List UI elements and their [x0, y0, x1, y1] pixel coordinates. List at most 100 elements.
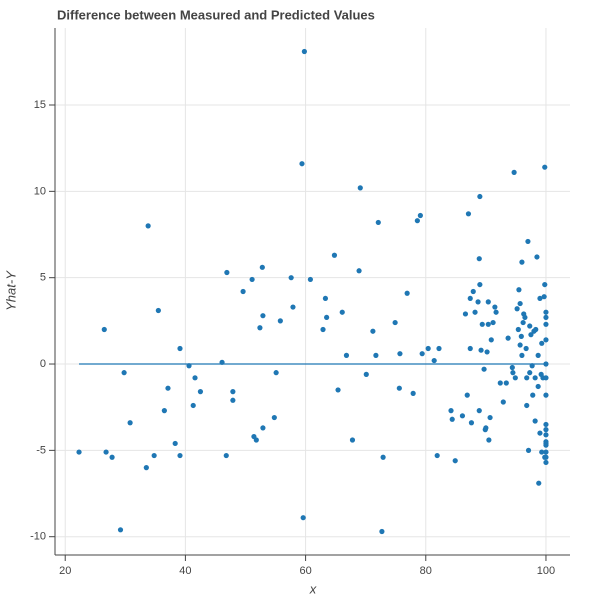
point: [543, 361, 549, 367]
point: [467, 345, 473, 352]
point: [541, 294, 547, 300]
point: [536, 480, 542, 486]
point: [117, 527, 124, 533]
point: [543, 427, 549, 433]
point: [524, 375, 530, 381]
point: [392, 319, 398, 326]
y-tick-label: 5: [40, 272, 46, 284]
point: [109, 454, 115, 460]
point: [219, 359, 225, 365]
point: [190, 402, 196, 409]
point: [525, 447, 532, 453]
point: [464, 392, 470, 398]
point: [161, 408, 167, 414]
point: [452, 458, 458, 464]
point: [127, 420, 133, 426]
point: [331, 252, 338, 258]
point: [230, 389, 236, 395]
point: [470, 288, 476, 295]
y-axis-label: Yhat-Y: [3, 270, 18, 311]
point: [543, 432, 549, 438]
point: [465, 211, 472, 217]
point: [476, 408, 482, 414]
point: [462, 311, 469, 317]
point: [425, 345, 431, 352]
point: [523, 345, 529, 352]
x-tick-label: 60: [299, 565, 311, 577]
point: [301, 48, 307, 55]
point: [324, 314, 330, 321]
point: [343, 352, 350, 358]
point: [260, 313, 266, 319]
x-tick-label: 100: [537, 565, 555, 577]
point: [223, 452, 229, 459]
point: [527, 323, 533, 329]
point: [475, 299, 481, 305]
point: [467, 295, 473, 302]
point: [524, 402, 530, 409]
point: [532, 375, 538, 381]
point: [519, 352, 525, 358]
point: [339, 309, 345, 315]
point: [484, 349, 490, 355]
point: [539, 449, 545, 455]
x-tick-label: 40: [179, 565, 191, 577]
point: [476, 256, 482, 262]
point: [186, 363, 192, 369]
point: [542, 281, 548, 288]
point: [511, 169, 517, 175]
point: [517, 342, 523, 348]
point: [370, 328, 376, 334]
point: [320, 326, 326, 333]
point: [459, 413, 466, 419]
chart-title: Difference between Measured and Predicte…: [57, 7, 375, 22]
point: [373, 352, 379, 358]
point: [486, 437, 492, 443]
point: [539, 340, 545, 346]
y-tick-label: 0: [40, 358, 46, 370]
point: [257, 325, 263, 331]
point: [172, 440, 178, 447]
point: [101, 326, 107, 333]
point: [500, 399, 506, 405]
point: [543, 449, 549, 455]
point: [357, 185, 363, 191]
point: [514, 306, 520, 312]
point: [478, 347, 484, 353]
point: [404, 290, 410, 296]
point: [277, 318, 283, 324]
point: [260, 425, 266, 431]
point: [155, 307, 161, 314]
point: [288, 275, 294, 281]
point: [356, 268, 362, 274]
y-tick-label: -5: [36, 444, 46, 456]
point: [299, 161, 305, 167]
point: [273, 370, 279, 376]
point: [485, 321, 491, 327]
point: [517, 300, 523, 307]
point: [543, 421, 549, 428]
point: [493, 309, 499, 315]
point: [542, 164, 548, 170]
point: [380, 454, 386, 460]
point: [240, 288, 246, 295]
point: [121, 370, 127, 376]
point: [363, 371, 369, 377]
point: [515, 326, 521, 333]
point: [271, 414, 277, 421]
point: [300, 515, 306, 521]
point: [519, 259, 525, 265]
point: [145, 223, 151, 229]
point: [379, 528, 385, 535]
point: [503, 380, 509, 386]
point: [543, 337, 549, 343]
point: [177, 345, 183, 352]
point: [528, 332, 534, 338]
point: [492, 304, 498, 310]
point: [472, 309, 478, 315]
point: [525, 238, 531, 245]
point: [512, 375, 518, 381]
point: [533, 326, 539, 333]
